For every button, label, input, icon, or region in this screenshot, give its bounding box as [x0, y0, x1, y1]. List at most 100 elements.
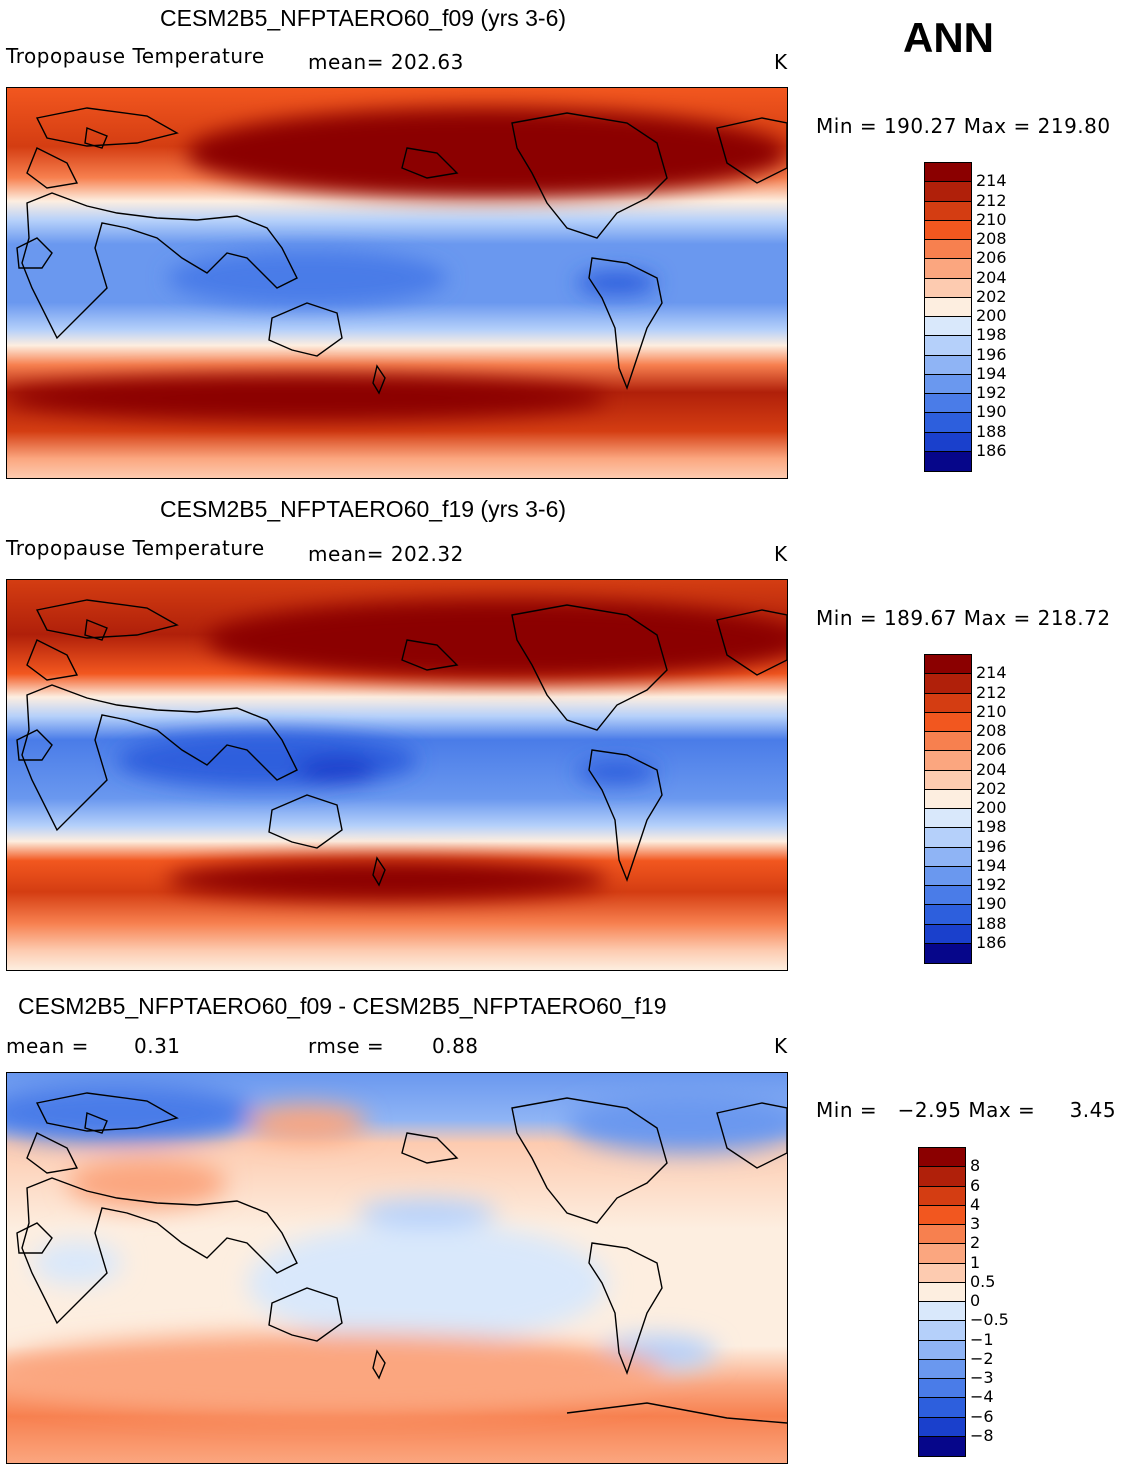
colorbar-tick-label: 1 — [970, 1252, 981, 1272]
panel2-map — [6, 579, 788, 971]
panel1-title: CESM2B5_NFPTAERO60_f09 (yrs 3-6) — [160, 5, 567, 31]
colorbar-swatch — [919, 1263, 965, 1283]
colorbar-tick-label: 190 — [976, 402, 1007, 422]
panel3-mean-label: mean = — [6, 1034, 89, 1058]
colorbar-tick-label: 200 — [976, 798, 1007, 817]
panel2-coastlines — [16, 599, 787, 887]
colorbar-swatch — [919, 1340, 965, 1360]
colorbar-tick-label: 204 — [976, 267, 1007, 287]
panel3-coastlines — [16, 1092, 787, 1424]
colorbar-tick-label: −8 — [970, 1425, 994, 1445]
colorbar-tick-label: 186 — [976, 932, 1007, 952]
colorbar-swatch — [925, 655, 971, 675]
colorbar-tick-label: 188 — [976, 421, 1007, 441]
colorbar-swatch — [919, 1244, 965, 1264]
colorbar-tick-label: 202 — [976, 778, 1007, 798]
colorbar-swatch — [919, 1148, 965, 1168]
colorbar-swatch — [919, 1282, 965, 1302]
colorbar-swatch — [925, 163, 971, 183]
panel3-rmse-label: rmse = — [308, 1034, 385, 1058]
colorbar-tick-label: −1 — [970, 1329, 994, 1349]
colorbar-tick-label: 196 — [976, 344, 1007, 364]
colorbar-tick-label: 188 — [976, 913, 1007, 933]
colorbar-tick-label: 212 — [976, 190, 1007, 210]
colorbar-swatch — [925, 751, 971, 771]
colorbar-swatch — [925, 355, 971, 375]
season-label: ANN — [903, 14, 994, 61]
colorbar-tick-label: 0 — [970, 1291, 981, 1310]
colorbar-swatch — [925, 432, 971, 452]
colorbar-swatch — [925, 394, 971, 414]
colorbar-swatch — [925, 201, 971, 221]
colorbar-swatch — [925, 866, 971, 886]
colorbar-swatch — [925, 374, 971, 394]
panel1-mean: mean= 202.63 — [308, 50, 464, 74]
colorbar-swatch — [925, 943, 971, 963]
colorbar-swatch — [919, 1225, 965, 1245]
panel1-coastlines — [16, 107, 787, 395]
colorbar-swatch — [919, 1436, 965, 1456]
colorbar-tick-label: 2 — [970, 1233, 981, 1253]
colorbar-swatch — [925, 924, 971, 944]
panel1-map — [6, 87, 788, 479]
panel2-title: CESM2B5_NFPTAERO60_f19 (yrs 3-6) — [160, 496, 567, 522]
panel2-variable: Tropopause Temperature — [6, 536, 265, 560]
colorbar-swatch — [919, 1186, 965, 1206]
colorbar-swatch — [925, 278, 971, 298]
panel1-colorbar — [924, 162, 972, 472]
colorbar-swatch — [925, 182, 971, 202]
colorbar-swatch — [925, 809, 971, 829]
colorbar-tick-label: 210 — [976, 209, 1007, 229]
colorbar-tick-label: 200 — [976, 306, 1007, 325]
colorbar-tick-label: 206 — [976, 740, 1007, 760]
colorbar-tick-label: 212 — [976, 682, 1007, 702]
colorbar-tick-label: −4 — [970, 1387, 994, 1407]
colorbar-swatch — [919, 1205, 965, 1225]
colorbar-tick-label: −0.5 — [970, 1310, 1009, 1330]
colorbar-tick-label: 8 — [970, 1156, 981, 1176]
colorbar-tick-label: −2 — [970, 1348, 994, 1368]
colorbar-tick-label: 214 — [976, 171, 1007, 191]
colorbar-swatch — [925, 297, 971, 317]
colorbar-swatch — [919, 1302, 965, 1322]
colorbar-tick-label: 192 — [976, 383, 1007, 402]
colorbar-swatch — [919, 1321, 965, 1341]
colorbar-swatch — [925, 336, 971, 356]
colorbar-swatch — [925, 712, 971, 732]
colorbar-tick-label: −3 — [970, 1368, 994, 1387]
colorbar-tick-label: 204 — [976, 759, 1007, 779]
panel3-units: K — [774, 1034, 788, 1058]
colorbar-swatch — [919, 1167, 965, 1187]
colorbar-swatch — [925, 451, 971, 471]
colorbar-swatch — [925, 259, 971, 279]
colorbar-swatch — [919, 1417, 965, 1437]
colorbar-tick-label: 4 — [970, 1194, 981, 1214]
colorbar-tick-label: 202 — [976, 286, 1007, 306]
colorbar-swatch — [925, 847, 971, 867]
panel3-map — [6, 1072, 788, 1464]
colorbar-swatch — [925, 886, 971, 906]
colorbar-swatch — [919, 1379, 965, 1399]
colorbar-tick-label: 0.5 — [970, 1271, 996, 1291]
colorbar-tick-label: 192 — [976, 875, 1007, 894]
colorbar-tick-label: 214 — [976, 663, 1007, 683]
colorbar-tick-label: 196 — [976, 836, 1007, 856]
colorbar-swatch — [925, 732, 971, 752]
colorbar-tick-label: 198 — [976, 325, 1007, 345]
colorbar-swatch — [925, 674, 971, 694]
panel2-colorbar — [924, 654, 972, 964]
colorbar-swatch — [925, 317, 971, 337]
colorbar-tick-label: 206 — [976, 248, 1007, 268]
panel3-mean-value: 0.31 — [134, 1034, 181, 1058]
panel3-title: CESM2B5_NFPTAERO60_f09 - CESM2B5_NFPTAER… — [18, 993, 667, 1019]
colorbar-tick-label: 198 — [976, 817, 1007, 837]
colorbar-swatch — [925, 693, 971, 713]
colorbar-swatch — [919, 1398, 965, 1418]
colorbar-tick-label: 194 — [976, 363, 1007, 383]
colorbar-tick-label: 190 — [976, 894, 1007, 914]
colorbar-tick-label: 186 — [976, 440, 1007, 460]
colorbar-tick-label: 6 — [970, 1175, 981, 1195]
colorbar-swatch — [925, 789, 971, 809]
panel2-units: K — [774, 542, 788, 566]
colorbar-tick-label: 194 — [976, 855, 1007, 875]
